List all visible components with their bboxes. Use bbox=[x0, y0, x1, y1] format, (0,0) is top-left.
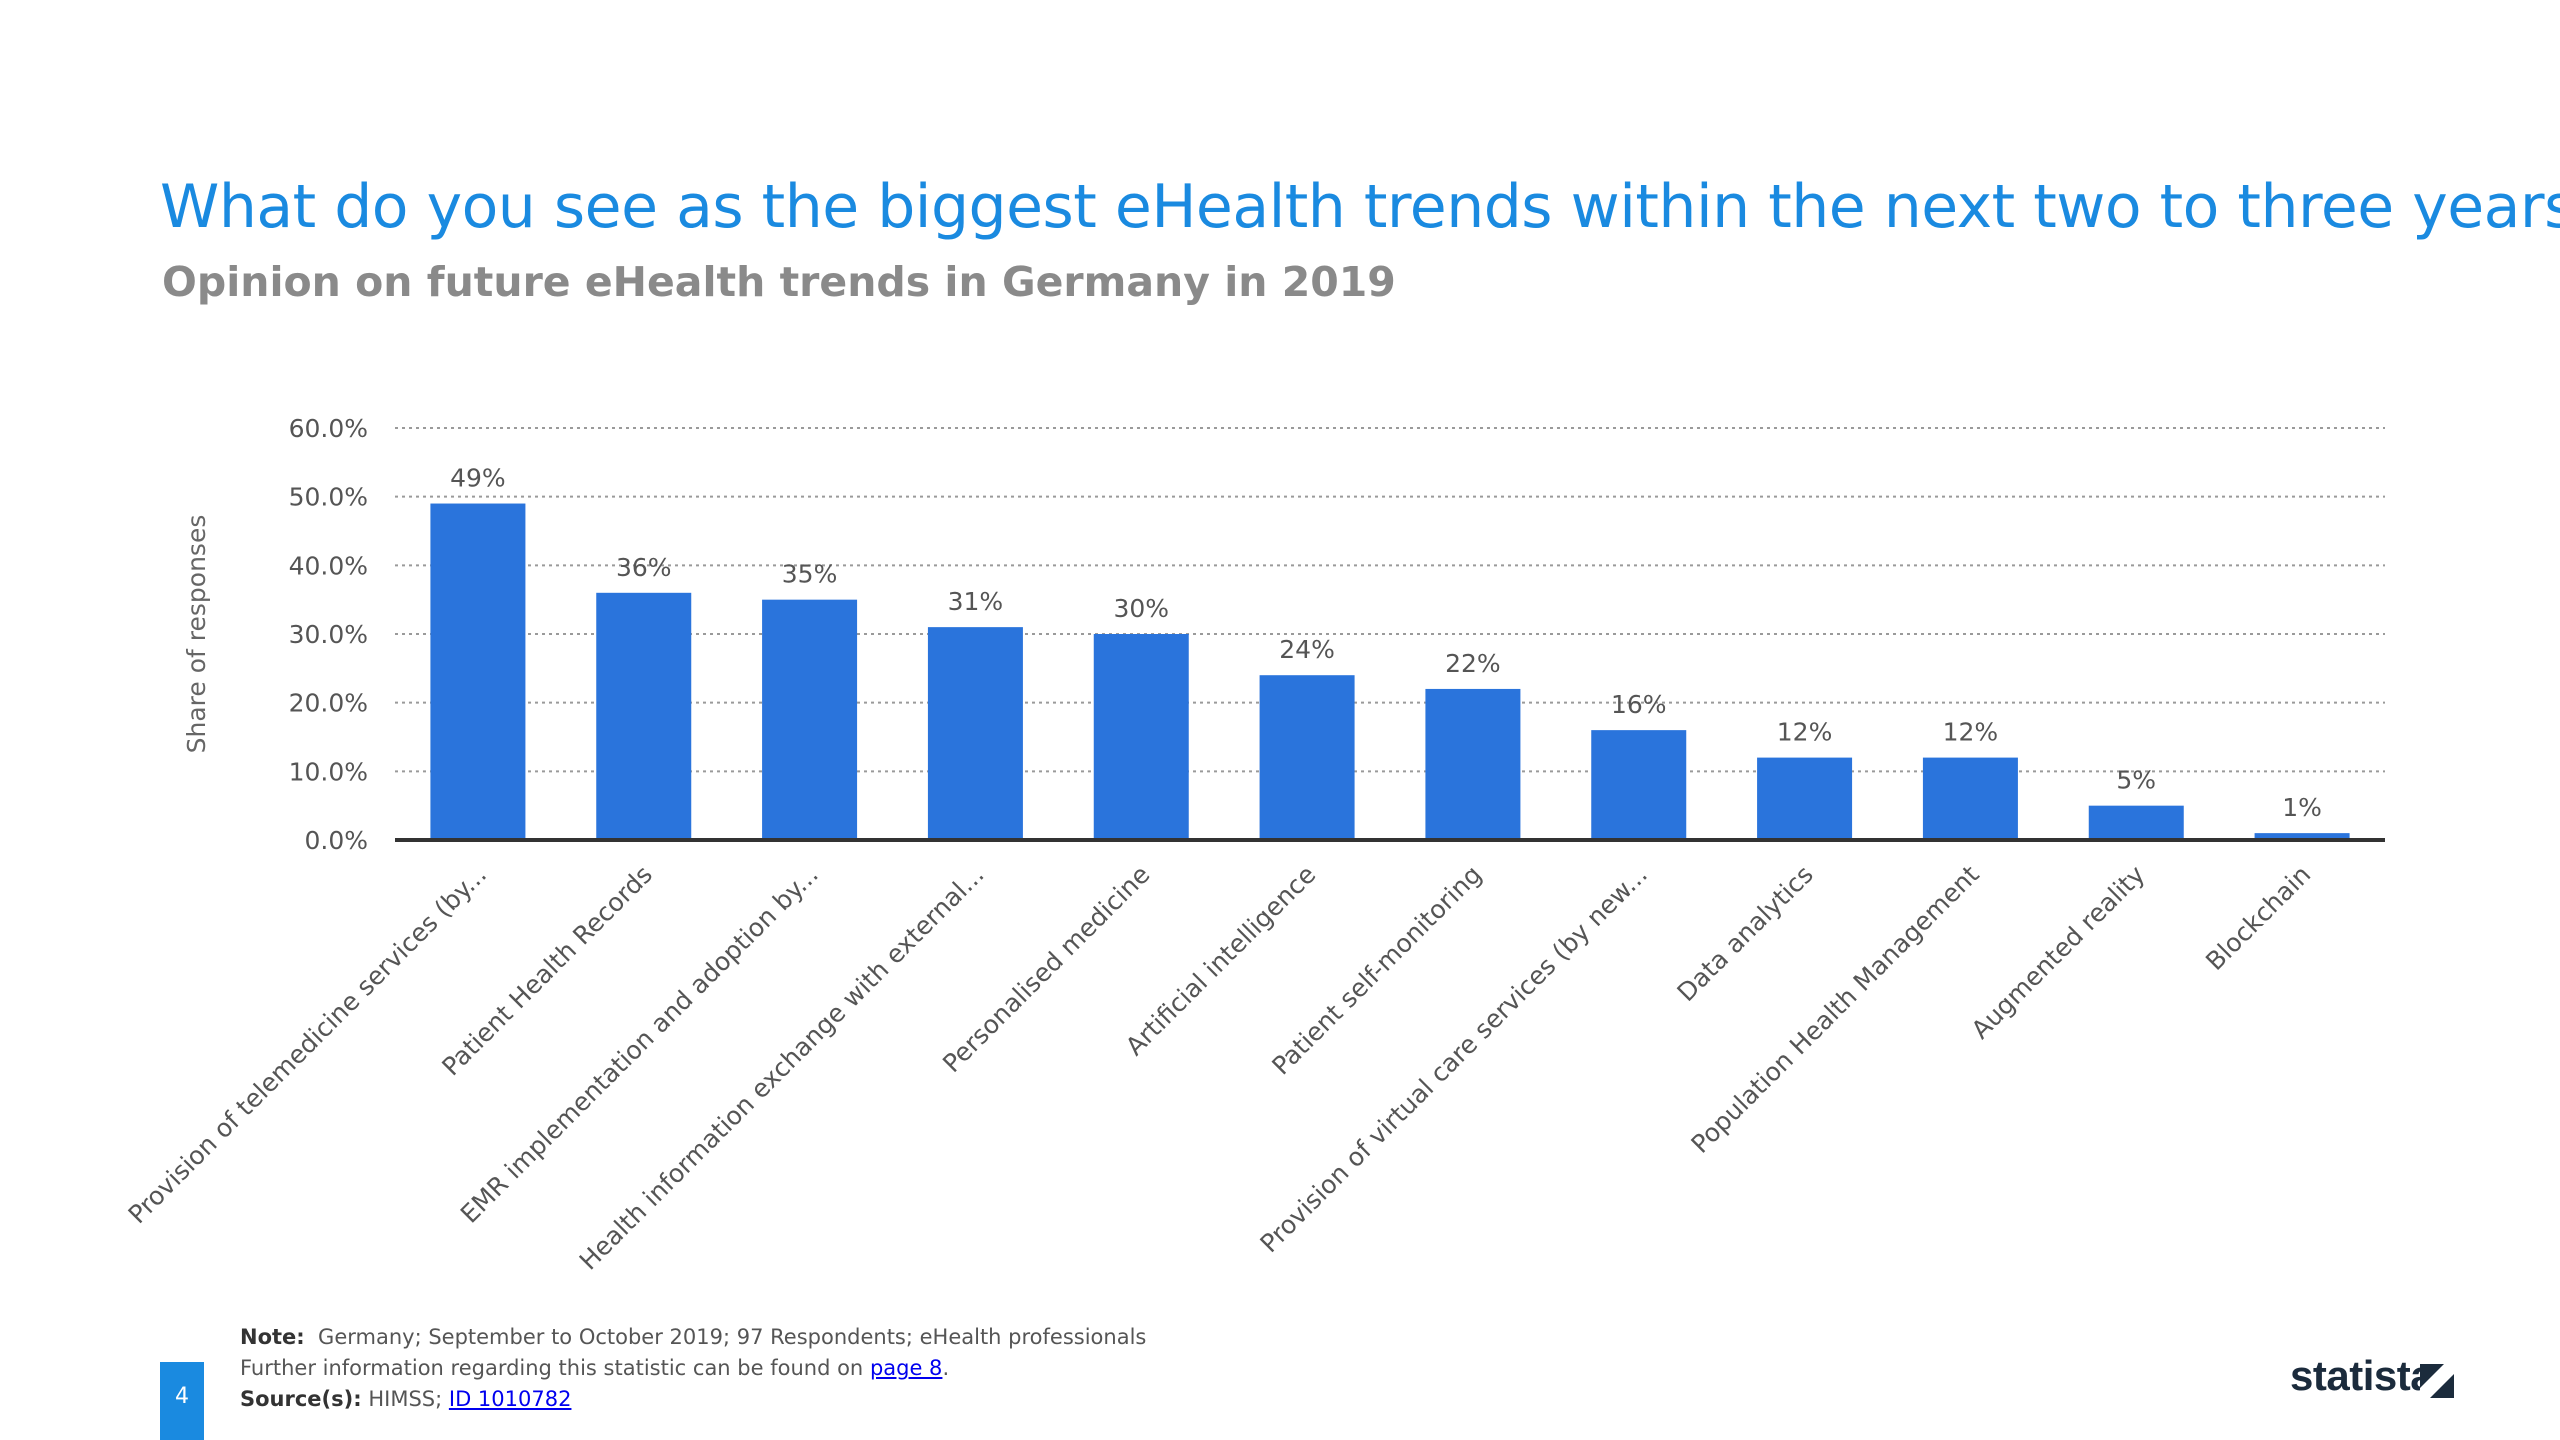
bar bbox=[1922, 757, 2018, 840]
bar bbox=[430, 503, 526, 840]
bar bbox=[2088, 805, 2184, 840]
data-label: 35% bbox=[782, 560, 838, 589]
x-tick-label: Provision of virtual care services (by n… bbox=[1254, 860, 1653, 1259]
data-label: 12% bbox=[1943, 718, 1999, 747]
y-tick-label: 0.0% bbox=[304, 826, 368, 855]
bar bbox=[1093, 634, 1189, 840]
y-tick-label: 30.0% bbox=[289, 620, 368, 649]
footer-info: Further information regarding this stati… bbox=[240, 1353, 1146, 1384]
y-axis-label: Share of responses bbox=[182, 515, 211, 754]
x-tick-label: Data analytics bbox=[1671, 860, 1818, 1007]
data-labels-layer: 49% 36% 35% 31% 30% 24% 22% 16% 12% 12% 5% 1% bbox=[450, 464, 2322, 823]
x-tick-label: EMR implementation and adoption by... bbox=[455, 860, 824, 1229]
bar bbox=[1757, 757, 1853, 840]
x-tick-label: Population Health Management bbox=[1686, 860, 1985, 1159]
bar bbox=[762, 599, 858, 840]
data-label: 22% bbox=[1445, 649, 1501, 678]
data-label: 12% bbox=[1777, 718, 1833, 747]
data-label: 31% bbox=[948, 587, 1004, 616]
bar bbox=[1259, 675, 1355, 840]
x-tick-label: Blockchain bbox=[2200, 860, 2316, 976]
data-label: 36% bbox=[616, 553, 672, 582]
bar bbox=[2254, 833, 2350, 840]
bar bbox=[596, 592, 692, 840]
note-text: Germany; September to October 2019; 97 R… bbox=[318, 1325, 1147, 1349]
x-tick-label: Provision of telemedicine services (by..… bbox=[123, 860, 493, 1230]
info-end: . bbox=[942, 1356, 950, 1380]
bar bbox=[1425, 688, 1521, 840]
bar bbox=[1591, 730, 1687, 840]
footer-note: Note: Germany; September to October 2019… bbox=[240, 1322, 1146, 1353]
y-tick-label: 50.0% bbox=[289, 483, 368, 512]
x-tick-label: Augmented reality bbox=[1966, 860, 2151, 1045]
y-tick-label: 60.0% bbox=[289, 414, 368, 443]
y-tick-label: 20.0% bbox=[289, 689, 368, 718]
chart-subtitle: Opinion on future eHealth trends in Germ… bbox=[162, 258, 1396, 306]
x-tick-label: Artificial intelligence bbox=[1120, 860, 1321, 1061]
x-axis-ticks: Provision of telemedicine services (by..… bbox=[123, 860, 2317, 1276]
note-label: Note: bbox=[240, 1325, 305, 1349]
grid-layer bbox=[395, 427, 2385, 773]
data-label: 49% bbox=[450, 464, 506, 493]
page-number-badge: 4 bbox=[160, 1362, 204, 1440]
data-label: 24% bbox=[1279, 635, 1335, 664]
y-tick-label: 10.0% bbox=[289, 757, 368, 786]
data-label: 16% bbox=[1611, 690, 1667, 719]
info-text: Further information regarding this stati… bbox=[240, 1356, 864, 1380]
bars-layer bbox=[430, 503, 2350, 840]
y-axis-ticks: 0.0% 10.0% 20.0% 30.0% 40.0% 50.0% 60.0% bbox=[289, 414, 368, 855]
data-label: 5% bbox=[2116, 766, 2156, 795]
footer-source: Source(s): HIMSS; ID 1010782 bbox=[240, 1384, 1146, 1415]
data-label: 1% bbox=[2282, 793, 2322, 822]
page-link[interactable]: page 8 bbox=[869, 1356, 943, 1380]
statista-logo: statista bbox=[2290, 1352, 2434, 1399]
source-label: Source(s): bbox=[240, 1387, 362, 1411]
data-label: 30% bbox=[1113, 594, 1169, 623]
bar bbox=[927, 627, 1023, 840]
source-text: HIMSS; bbox=[368, 1387, 443, 1411]
footer: Note: Germany; September to October 2019… bbox=[240, 1322, 1146, 1415]
y-tick-label: 40.0% bbox=[289, 551, 368, 580]
chart-title: What do you see as the biggest eHealth t… bbox=[160, 172, 2560, 242]
bar-chart: 0.0% 10.0% 20.0% 30.0% 40.0% 50.0% 60.0% Share… bbox=[123, 414, 2385, 1276]
source-id-link[interactable]: ID 1010782 bbox=[448, 1387, 572, 1411]
statista-logo-icon bbox=[2420, 1364, 2454, 1398]
